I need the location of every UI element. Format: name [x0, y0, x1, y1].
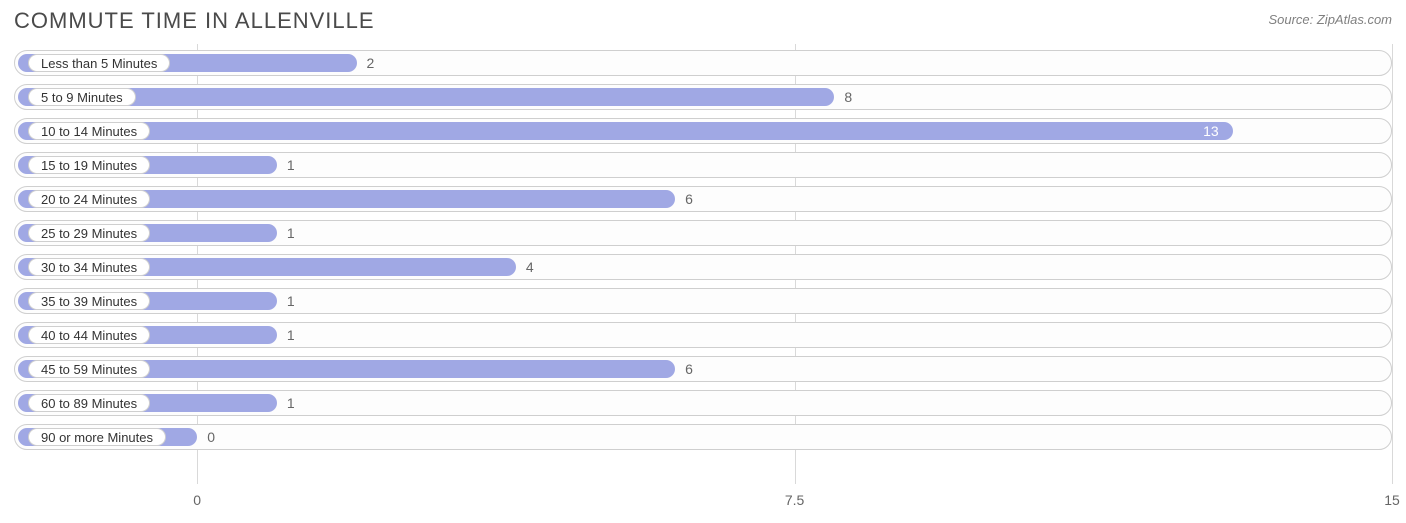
bar-value-label: 1 [277, 220, 295, 246]
bar-fill [18, 88, 834, 106]
bar-row: 10 to 14 Minutes13 [14, 118, 1392, 144]
bar-value-label: 1 [277, 390, 295, 416]
x-tick-label: 15 [1384, 492, 1400, 508]
bar-value-label: 4 [516, 254, 534, 280]
bar-category-label: 15 to 19 Minutes [28, 156, 150, 174]
chart-source: Source: ZipAtlas.com [1268, 12, 1392, 27]
x-tick-label: 7.5 [785, 492, 804, 508]
bar-track [14, 424, 1392, 450]
bar-row: 15 to 19 Minutes 1 [14, 152, 1392, 178]
bar-category-label: Less than 5 Minutes [28, 54, 170, 72]
bar-row: 30 to 34 Minutes 4 [14, 254, 1392, 280]
bar-value-label: 6 [675, 356, 693, 382]
bar-value-label: 13 [18, 118, 1233, 144]
x-tick-label: 0 [193, 492, 201, 508]
bar-row: 45 to 59 Minutes 6 [14, 356, 1392, 382]
bar-row: 60 to 89 Minutes 1 [14, 390, 1392, 416]
bar-value-label: 8 [834, 84, 852, 110]
bar-value-label: 1 [277, 288, 295, 314]
bar-row: Less than 5 Minutes 2 [14, 50, 1392, 76]
bar-value-label: 1 [277, 152, 295, 178]
bar-category-label: 60 to 89 Minutes [28, 394, 150, 412]
gridline [1392, 44, 1393, 484]
bar-category-label: 25 to 29 Minutes [28, 224, 150, 242]
bar-category-label: 45 to 59 Minutes [28, 360, 150, 378]
bar-row: 5 to 9 Minutes 8 [14, 84, 1392, 110]
chart-title: COMMUTE TIME IN ALLENVILLE [14, 8, 375, 34]
bar-row: 90 or more Minutes 0 [14, 424, 1392, 450]
bar-category-label: 90 or more Minutes [28, 428, 166, 446]
bar-value-label: 6 [675, 186, 693, 212]
bar-value-label: 0 [197, 424, 215, 450]
bar-row: 25 to 29 Minutes 1 [14, 220, 1392, 246]
plot-area: 07.515Less than 5 Minutes25 to 9 Minutes… [14, 44, 1392, 484]
bar-row: 35 to 39 Minutes 1 [14, 288, 1392, 314]
bar-category-label: 5 to 9 Minutes [28, 88, 136, 106]
bar-row: 20 to 24 Minutes 6 [14, 186, 1392, 212]
bar-row: 40 to 44 Minutes 1 [14, 322, 1392, 348]
bar-category-label: 20 to 24 Minutes [28, 190, 150, 208]
bar-value-label: 2 [357, 50, 375, 76]
bar-category-label: 40 to 44 Minutes [28, 326, 150, 344]
bar-category-label: 35 to 39 Minutes [28, 292, 150, 310]
bar-category-label: 30 to 34 Minutes [28, 258, 150, 276]
chart-container: COMMUTE TIME IN ALLENVILLE Source: ZipAt… [14, 0, 1392, 523]
bar-value-label: 1 [277, 322, 295, 348]
